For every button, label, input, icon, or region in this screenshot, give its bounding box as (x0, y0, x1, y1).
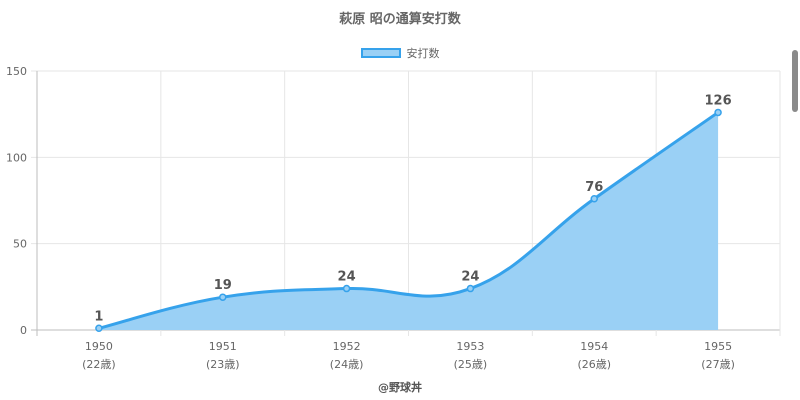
x-tick-sublabel: (23歳) (206, 358, 240, 371)
data-point (95, 324, 103, 333)
x-tick-sublabel: (26歳) (577, 358, 611, 371)
scrollbar-thumb[interactable] (792, 50, 798, 112)
data-point (219, 293, 227, 301)
y-tick-label: 100 (6, 151, 27, 164)
x-tick-sublabel: (27歳) (701, 358, 735, 371)
y-tick-label: 150 (6, 65, 27, 78)
data-point (590, 195, 598, 203)
series-line (98, 111, 719, 330)
points (95, 108, 722, 333)
legend-label: 安打数 (406, 47, 440, 60)
x-tick-sublabel: (25歳) (454, 358, 488, 371)
x-tick-label: 1953 (456, 340, 484, 353)
legend[interactable]: 安打数 (0, 45, 800, 61)
data-label: 76 (585, 180, 603, 195)
data-point (466, 284, 475, 293)
x-tick-label: 1950 (85, 340, 113, 353)
x-tick-sublabel: (24歳) (330, 358, 364, 371)
x-tick-sublabel: (22歳) (82, 358, 116, 371)
series (98, 111, 719, 330)
chart-title: 萩原 昭の通算安打数 (339, 12, 461, 27)
series-area (98, 112, 719, 330)
y-axis: 0 50 100 150 (6, 65, 27, 337)
y-tick-label: 0 (20, 324, 27, 337)
y-tick-label: 50 (13, 238, 27, 251)
footer-credit: @野球丼 (378, 381, 422, 394)
data-label: 126 (705, 93, 732, 108)
data-label: 19 (214, 278, 232, 293)
x-axis: 1950 (22歳) 1951 (23歳) 1952 (24歳) 1953 (25歳) 1954… (82, 340, 735, 371)
data-label: 1 (94, 309, 103, 324)
x-tick-label: 1954 (580, 340, 608, 353)
data-label: 24 (461, 270, 479, 285)
data-point (342, 284, 351, 293)
x-tick-label: 1951 (209, 340, 237, 353)
data-label: 24 (338, 270, 356, 285)
x-tick-label: 1955 (704, 340, 732, 353)
legend-swatch (360, 48, 401, 58)
data-labels: 1 19 24 24 76 126 (94, 93, 731, 324)
data-point (714, 108, 722, 117)
x-tick-label: 1952 (333, 340, 361, 353)
